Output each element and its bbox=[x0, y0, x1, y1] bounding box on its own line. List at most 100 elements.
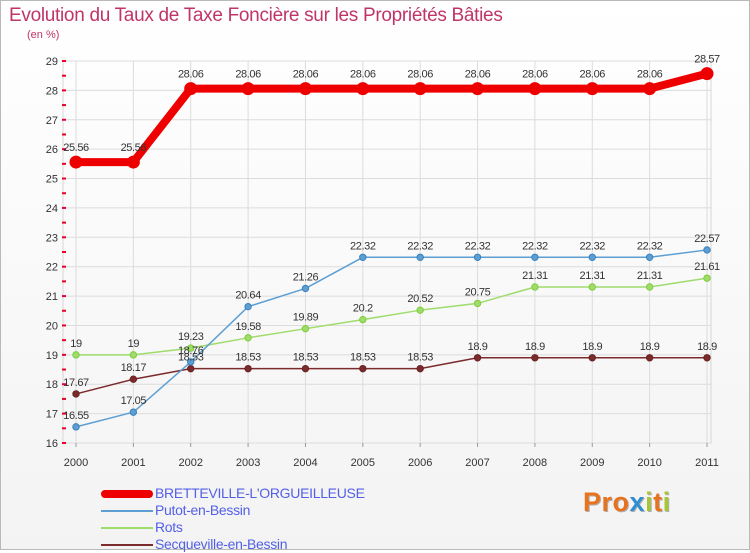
data-label: 20.52 bbox=[407, 293, 433, 305]
data-point bbox=[413, 82, 427, 96]
data-label: 20.75 bbox=[465, 286, 491, 298]
data-point bbox=[645, 283, 654, 291]
data-label: 28.06 bbox=[293, 69, 319, 81]
data-point bbox=[588, 354, 596, 362]
logo-letter: i bbox=[662, 487, 671, 517]
legend-label: Secqueville-en-Bessin bbox=[155, 536, 288, 552]
data-point bbox=[700, 67, 714, 81]
y-tick-label: 21 bbox=[46, 291, 58, 303]
legend-label: Rots bbox=[155, 519, 183, 535]
data-point bbox=[187, 344, 195, 352]
data-label: 22.32 bbox=[637, 240, 663, 252]
data-point bbox=[359, 253, 367, 261]
series-line bbox=[75, 357, 708, 395]
y-tick-label: 28 bbox=[46, 85, 58, 97]
grid-lines bbox=[62, 60, 712, 444]
data-label: 22.32 bbox=[407, 240, 433, 252]
data-point bbox=[588, 253, 596, 261]
data-point bbox=[703, 246, 711, 254]
data-point bbox=[473, 253, 482, 261]
data-point bbox=[645, 253, 654, 261]
data-label: 28.57 bbox=[694, 54, 720, 66]
x-tick-label: 2002 bbox=[178, 457, 202, 469]
data-point bbox=[187, 364, 195, 373]
data-point bbox=[416, 306, 424, 314]
data-point bbox=[703, 354, 711, 362]
plot-frame bbox=[62, 60, 712, 444]
data-label: 25.56 bbox=[121, 142, 147, 154]
data-point bbox=[473, 299, 482, 308]
legend-swatch bbox=[101, 544, 153, 546]
data-label: 28.06 bbox=[465, 69, 491, 81]
y-tick-label: 29 bbox=[46, 56, 58, 68]
data-point bbox=[531, 253, 539, 261]
data-label: 18.9 bbox=[640, 341, 660, 353]
data-point bbox=[72, 423, 80, 431]
data-point bbox=[645, 354, 654, 362]
data-label: 18.53 bbox=[293, 352, 319, 364]
x-tick-label: 2008 bbox=[523, 457, 547, 469]
legend-swatch bbox=[101, 527, 153, 529]
data-point bbox=[69, 155, 83, 169]
data-label: 20.2 bbox=[353, 303, 373, 315]
data-point bbox=[241, 82, 255, 96]
data-point bbox=[416, 364, 424, 373]
data-label: 28.06 bbox=[522, 69, 548, 81]
data-point bbox=[244, 334, 252, 342]
data-point bbox=[531, 283, 539, 291]
data-point bbox=[301, 364, 310, 373]
data-label: 18.53 bbox=[350, 352, 376, 364]
data-point bbox=[416, 253, 424, 261]
data-point bbox=[184, 82, 198, 96]
y-tick-label: 18 bbox=[46, 379, 58, 391]
data-label: 19.89 bbox=[293, 312, 319, 324]
data-label: 28.06 bbox=[178, 69, 204, 81]
data-label: 28.06 bbox=[350, 69, 376, 81]
data-label: 28.06 bbox=[637, 69, 663, 81]
y-tick-label: 16 bbox=[46, 438, 58, 450]
data-label: 22.32 bbox=[350, 240, 376, 252]
x-tick-label: 2001 bbox=[121, 457, 145, 469]
data-point bbox=[528, 82, 542, 96]
data-label: 21.31 bbox=[522, 270, 548, 282]
logo-letter: o bbox=[612, 487, 630, 517]
data-label: 18.53 bbox=[178, 352, 204, 364]
data-label: 18.76 bbox=[178, 345, 204, 357]
data-label: 22.32 bbox=[522, 240, 548, 252]
data-label: 18.9 bbox=[582, 341, 602, 353]
data-label: 19 bbox=[70, 338, 82, 350]
data-label: 19.58 bbox=[235, 321, 261, 333]
y-tick-label: 23 bbox=[46, 232, 58, 244]
data-label: 20.64 bbox=[235, 290, 261, 302]
data-point bbox=[244, 364, 252, 373]
data-point bbox=[301, 324, 310, 333]
chart-title: Evolution du Taux de Taxe Foncière sur l… bbox=[9, 5, 503, 26]
y-axis-unit: (en %) bbox=[27, 29, 60, 41]
data-point bbox=[356, 82, 370, 96]
data-point bbox=[643, 82, 657, 96]
data-point bbox=[187, 358, 195, 366]
data-label: 17.05 bbox=[121, 395, 147, 407]
logo-letter: r bbox=[601, 487, 613, 517]
data-label: 25.56 bbox=[63, 142, 89, 154]
data-label: 22.32 bbox=[580, 240, 606, 252]
y-tick-label: 26 bbox=[46, 144, 58, 156]
data-label: 28.06 bbox=[580, 69, 606, 81]
axes: 16 17 18 19 20 21 22 23 24 25 26 27 28 29 2000 2001 2002… bbox=[46, 56, 719, 469]
data-label: 28.06 bbox=[235, 69, 261, 81]
series-lines bbox=[69, 67, 714, 431]
y-tick-label: 25 bbox=[46, 174, 58, 186]
series-line bbox=[75, 249, 708, 428]
data-point bbox=[72, 390, 80, 398]
data-label: 28.06 bbox=[407, 69, 433, 81]
x-tick-label: 2006 bbox=[408, 457, 432, 469]
x-tick-label: 2010 bbox=[637, 457, 661, 469]
x-tick-label: 2004 bbox=[293, 457, 317, 469]
series-line bbox=[72, 69, 711, 167]
data-label: 22.57 bbox=[694, 233, 720, 245]
x-tick-label: 2007 bbox=[465, 457, 489, 469]
x-tick-label: 2009 bbox=[580, 457, 604, 469]
x-tick-label: 2000 bbox=[64, 457, 88, 469]
data-point bbox=[359, 364, 367, 373]
